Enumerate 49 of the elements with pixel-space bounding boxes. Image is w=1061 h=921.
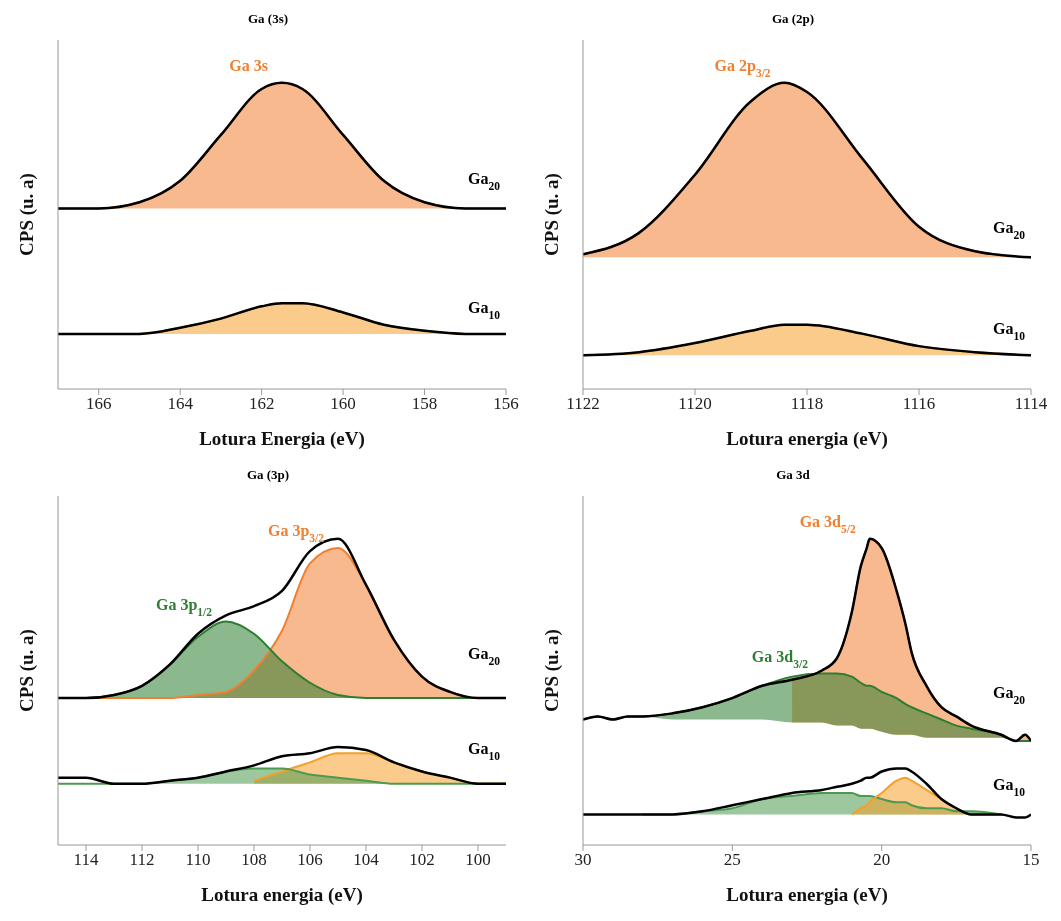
y-axis-title: CPS (u. a) [15, 173, 38, 256]
x-tick-label: 100 [465, 850, 491, 870]
y-axis-title: CPS (u. a) [540, 629, 563, 712]
series-label: Ga 3p$_{1/2}$ [155, 595, 213, 618]
x-axis-title: Lotura energia (eV) [201, 884, 363, 906]
series-label: Ga$_{20}$ [993, 684, 1026, 707]
x-tick-label: 15 [1022, 850, 1040, 870]
chart-title: Ga (3s) [246, 10, 290, 28]
x-tick-label: 108 [241, 850, 267, 870]
chart-title: Ga 3d [775, 466, 811, 484]
x-tick-label: 1116 [902, 394, 936, 414]
series-label: Ga$_{20}$ [468, 644, 501, 667]
x-tick-label: 162 [248, 394, 275, 414]
x-tick-label: 104 [353, 850, 380, 870]
series-label: Ga 3s [229, 56, 268, 74]
x-tick-label: 20 [873, 850, 891, 870]
series-label: Ga$_{20}$ [468, 170, 501, 193]
chart-title: Ga (3p) [245, 466, 291, 484]
x-tick-label: 112 [129, 850, 155, 870]
x-tick-label: 25 [723, 850, 741, 870]
y-axis-title: CPS (u. a) [15, 629, 38, 712]
x-axis-title: Lotura energia (eV) [726, 884, 888, 906]
x-tick-label: 114 [73, 850, 99, 870]
x-tick-label: 160 [330, 394, 356, 414]
x-tick-label: 158 [411, 394, 438, 414]
series-label: Ga 3p$_{3/2}$ [267, 522, 325, 545]
x-tick-label: 1118 [790, 394, 824, 414]
x-tick-label: 156 [493, 394, 519, 414]
series-label: Ga$_{20}$ [993, 219, 1026, 242]
y-axis-title: CPS (u. a) [540, 173, 563, 256]
x-tick-label: 1122 [566, 394, 600, 414]
chart-title: Ga (2p) [770, 10, 816, 28]
x-tick-label: 106 [297, 850, 323, 870]
x-tick-label: 166 [85, 394, 112, 414]
x-axis-title: Lotura Energia (eV) [199, 428, 365, 450]
x-axis-title: Lotura energia (eV) [726, 428, 888, 450]
x-tick-label: 164 [167, 394, 194, 414]
series-label: Ga 3d$_{3/2}$ [751, 647, 809, 670]
x-tick-label: 110 [185, 850, 211, 870]
x-tick-label: 102 [409, 850, 435, 870]
x-tick-label: 1120 [678, 394, 712, 414]
series-label: Ga$_{10}$ [993, 320, 1026, 343]
x-tick-label: 1114 [1014, 394, 1048, 414]
series-label: Ga 2p$_{3/2}$ [714, 56, 771, 79]
series-label: Ga$_{10}$ [993, 776, 1026, 799]
series-label: Ga$_{10}$ [468, 298, 501, 321]
x-tick-label: 30 [574, 850, 592, 870]
series-label: Ga 3d$_{5/2}$ [799, 512, 856, 535]
series-label: Ga$_{10}$ [468, 739, 501, 762]
